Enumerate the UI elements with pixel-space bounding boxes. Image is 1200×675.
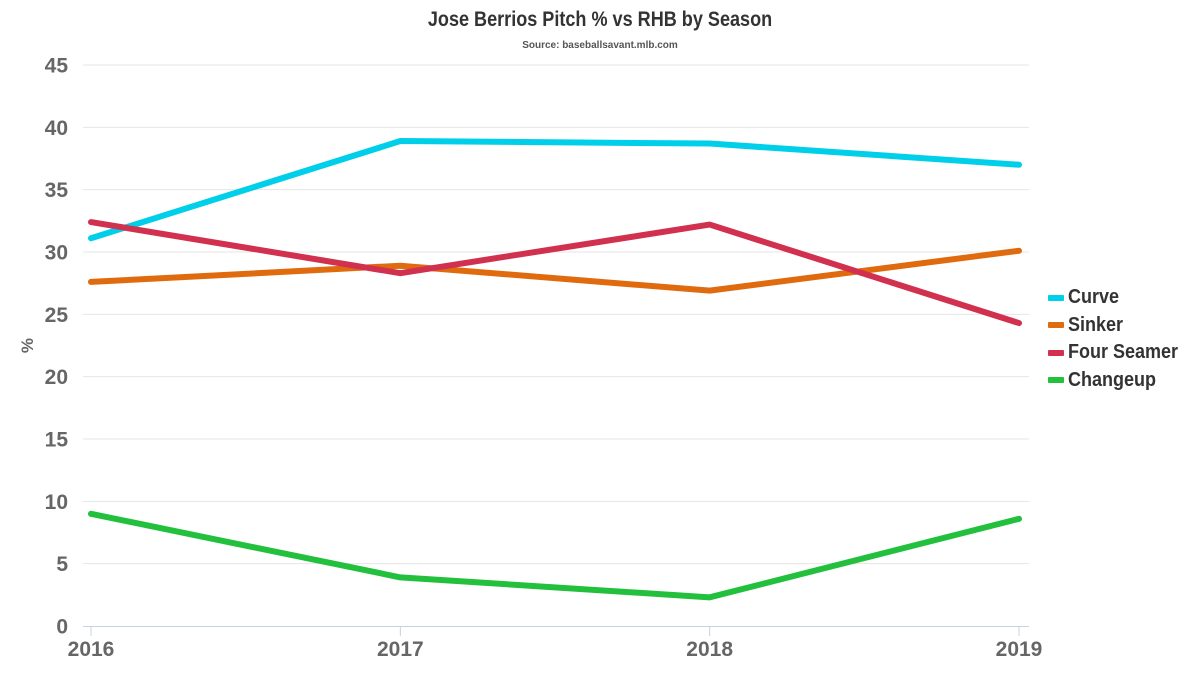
gridlines (83, 64, 1029, 565)
legend-swatch (1048, 349, 1064, 356)
chart-title: Jose Berrios Pitch % vs RHB by Season (427, 8, 773, 31)
legend-item-sinker[interactable]: Sinker (1048, 312, 1198, 340)
axes: 0 5 10 15 20 25 30 35 40 45 2016 2017 2018 2019 (45, 55, 1043, 662)
legend-label: Sinker (1068, 313, 1124, 336)
chart-subtitle: Source: baseballsavant.mlb.com (522, 40, 678, 51)
legend-item-four-seamer[interactable]: Four Seamer (1048, 339, 1198, 367)
legend-item-curve[interactable]: Curve (1048, 284, 1198, 312)
y-tick-label: 20 (45, 366, 68, 389)
x-tick-label: 2017 (377, 638, 424, 661)
y-tick-label: 0 (56, 616, 68, 639)
y-tick-label: 5 (56, 553, 68, 576)
legend-label: Four Seamer (1068, 341, 1179, 364)
x-tick-label: 2019 (996, 638, 1043, 661)
series-line-sinker (88, 247, 1022, 294)
legend-label: Curve (1068, 286, 1120, 309)
y-tick-label: 25 (45, 304, 69, 327)
y-tick-label: 30 (45, 242, 68, 265)
legend-swatch (1048, 322, 1064, 329)
series-line-four-seamer (88, 219, 1022, 327)
y-axis-title: % (18, 338, 37, 353)
series-lines (88, 138, 1022, 601)
legend-item-changeup[interactable]: Changeup (1048, 367, 1198, 395)
y-tick-label: 10 (45, 491, 68, 514)
series-line-curve (88, 138, 1022, 242)
x-tick-label: 2018 (686, 638, 733, 661)
y-tick-label: 35 (45, 179, 69, 202)
legend: Curve Sinker Four Seamer Changeup (1048, 284, 1198, 394)
x-tick-label: 2016 (68, 638, 115, 661)
y-tick-label: 40 (45, 117, 68, 140)
y-tick-label: 15 (45, 429, 69, 452)
series-line-changeup (88, 510, 1022, 601)
legend-swatch (1048, 377, 1064, 384)
legend-label: Changeup (1068, 368, 1157, 391)
legend-swatch (1048, 294, 1064, 301)
y-tick-label: 45 (45, 55, 69, 78)
